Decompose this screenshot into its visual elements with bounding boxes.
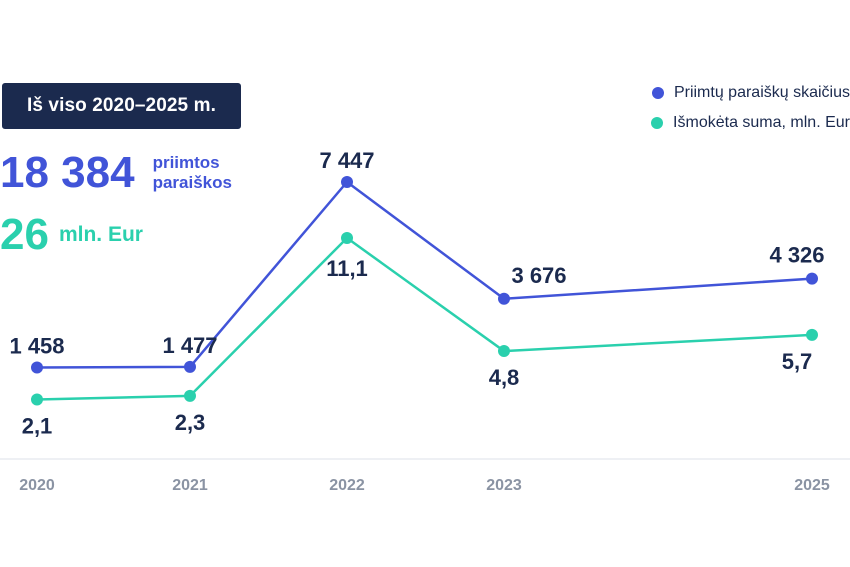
legend-item-amount: Išmokėta suma, mln. Eur bbox=[651, 110, 850, 136]
data-label: 2,1 bbox=[22, 414, 53, 439]
legend-label-amount: Išmokėta suma, mln. Eur bbox=[673, 114, 850, 131]
legend-dot-applications bbox=[651, 87, 664, 99]
data-label: 5,7 bbox=[782, 349, 813, 374]
data-label: 1 477 bbox=[162, 333, 217, 358]
total-applications-value: 18 384 bbox=[0, 148, 135, 197]
x-tick-label: 2021 bbox=[172, 477, 208, 494]
x-tick-label: 2025 bbox=[794, 477, 830, 494]
data-label: 4 326 bbox=[769, 243, 824, 268]
data-point bbox=[806, 272, 818, 285]
data-point bbox=[31, 393, 43, 406]
series-line-1 bbox=[36, 236, 813, 401]
x-tick-label: 2022 bbox=[329, 477, 365, 494]
legend-dot-amount bbox=[651, 117, 664, 129]
data-point bbox=[184, 360, 196, 373]
x-tick-label: 2020 bbox=[19, 477, 55, 494]
legend-label-applications: Priimtų paraiškų skaičius bbox=[673, 84, 850, 101]
legend-item-applications: Priimtų paraiškų skaičius bbox=[651, 80, 850, 106]
total-amount-value: 26 bbox=[0, 210, 49, 259]
x-tick-label: 2023 bbox=[486, 477, 522, 494]
data-point bbox=[498, 345, 510, 358]
total-applications-block: 18 384 priimtos paraiškos bbox=[0, 146, 253, 200]
series-line-0 bbox=[36, 180, 813, 369]
data-label: 11,1 bbox=[326, 256, 368, 281]
period-badge: Iš viso 2020–2025 m. bbox=[2, 83, 241, 129]
data-label: 1 458 bbox=[9, 334, 64, 359]
total-amount-block: 26 mln. Eur bbox=[0, 208, 143, 262]
data-label: 2,3 bbox=[175, 410, 206, 435]
chart-legend: Priimtų paraiškų skaičius Išmokėta suma,… bbox=[651, 80, 850, 140]
total-applications-label: priimtos paraiškos bbox=[152, 153, 232, 192]
data-point bbox=[341, 232, 353, 244]
data-label: 3 676 bbox=[511, 263, 566, 288]
data-point bbox=[806, 328, 818, 341]
data-label: 4,8 bbox=[489, 365, 520, 390]
data-point bbox=[341, 176, 353, 188]
data-point bbox=[184, 389, 196, 402]
total-amount-unit: mln. Eur bbox=[58, 223, 143, 246]
data-point bbox=[31, 361, 43, 374]
data-label: 7 447 bbox=[319, 148, 374, 173]
data-point bbox=[498, 292, 510, 305]
